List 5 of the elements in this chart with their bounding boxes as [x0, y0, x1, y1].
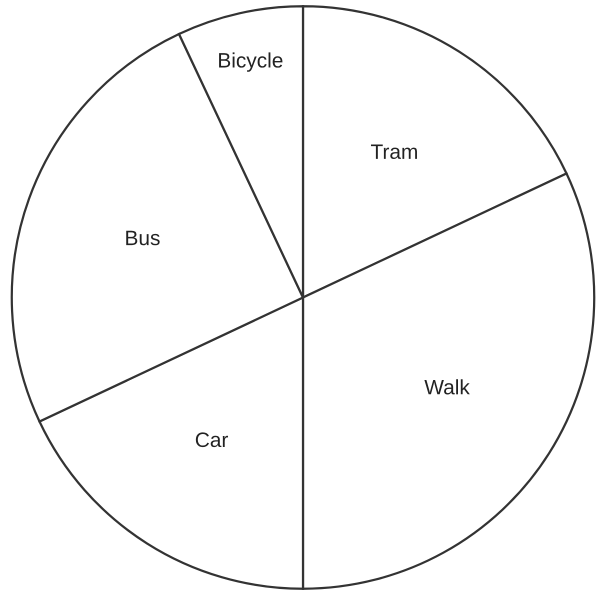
slice-label: Bicycle: [219, 52, 282, 72]
slice-label: Walk: [424, 379, 470, 395]
slice-label: Bus: [126, 230, 160, 246]
slice-label: Car: [196, 432, 228, 448]
slice-label: Tram: [370, 144, 417, 160]
